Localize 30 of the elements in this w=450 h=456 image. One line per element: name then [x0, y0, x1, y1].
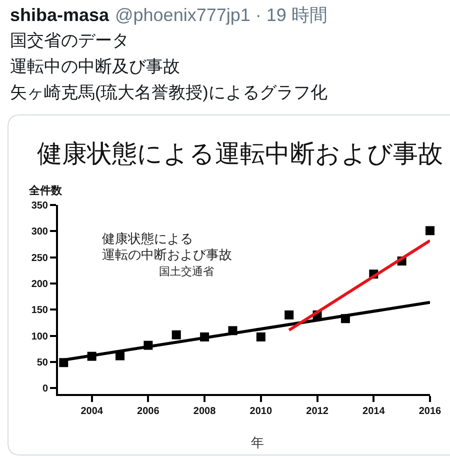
y-tick-label: 200 [31, 279, 48, 290]
text: 運転中の中断及び事故 [10, 57, 180, 76]
y-tick-label: 0 [42, 384, 48, 395]
text: 国交省のデータ [10, 31, 129, 50]
y-tick-label: 50 [36, 358, 48, 369]
text: 矢ヶ崎克馬(琉大名誉教授)によるグラフ化 [10, 83, 328, 102]
x-tick-label: 2004 [80, 406, 104, 417]
x-axis-title: 年 [251, 435, 264, 450]
annotation: 国土交通省 [159, 265, 214, 278]
x-tick-label: 2010 [250, 406, 272, 417]
x-tick-label: 2014 [362, 406, 386, 417]
annotation: 運転の中断および事故 [102, 247, 232, 262]
text: @phoenix777jp1 · 19 時間 [115, 5, 328, 25]
x-tick-label: 2006 [137, 406, 160, 417]
point [256, 332, 266, 342]
annotation: 健康状態による [102, 231, 193, 246]
y-axis-title: 全件数 [28, 184, 63, 197]
point [426, 226, 434, 236]
x-tick-label: 2016 [418, 406, 442, 417]
text: shiba-masa [10, 5, 110, 25]
x-tick-label: 2012 [306, 406, 329, 417]
y-tick-label: 300 [31, 226, 48, 238]
chart-title: 健康状態による運転中断および事故 [37, 140, 443, 168]
y-tick-label: 100 [31, 331, 48, 342]
x-tick-label: 2008 [193, 406, 216, 417]
point [172, 330, 181, 340]
y-tick-label: 250 [31, 252, 48, 264]
y-tick-label: 350 [31, 200, 48, 212]
point [284, 310, 294, 320]
y-tick-label: 150 [31, 305, 48, 316]
